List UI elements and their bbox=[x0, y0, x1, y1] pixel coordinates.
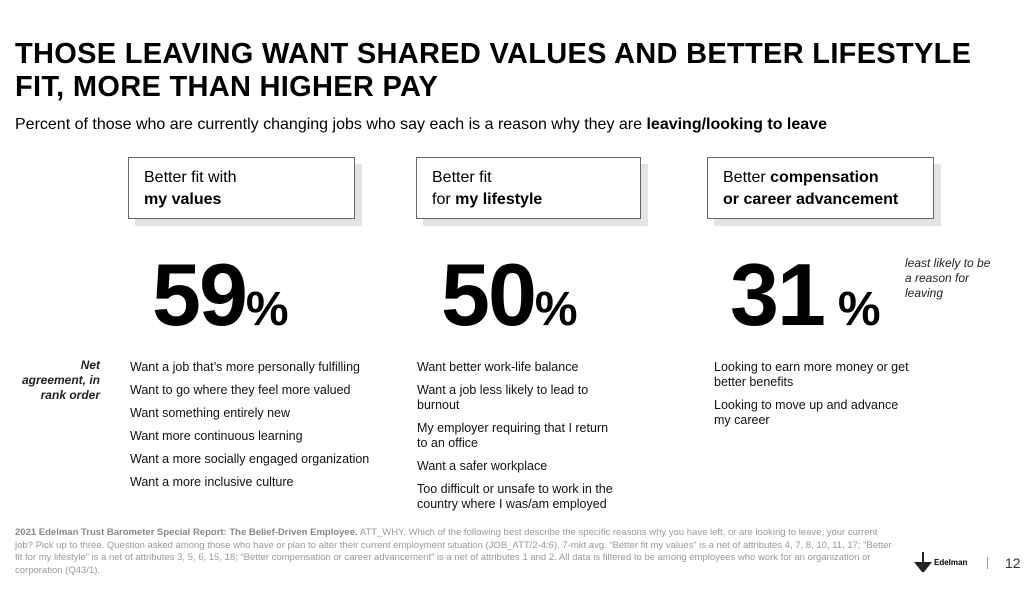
list-item: Want something entirely new bbox=[130, 406, 291, 420]
list-item: Want a job that’s more personally fulfil… bbox=[130, 360, 360, 374]
list-lifestyle: Want better work-life balance Want a job … bbox=[417, 360, 617, 520]
subtitle: Percent of those who are currently chang… bbox=[15, 116, 827, 133]
page-number: 12 bbox=[1005, 555, 1021, 571]
edelman-logo-icon bbox=[914, 552, 932, 572]
page-title: THOSE LEAVING WANT SHARED VALUES AND BET… bbox=[15, 38, 972, 103]
list-item: Looking to earn more money or get better… bbox=[714, 360, 909, 389]
list-item: Want a job less likely to lead to burnou… bbox=[417, 383, 589, 412]
category-box-lifestyle: Better fit for my lifestyle bbox=[416, 157, 641, 219]
footnote: 2021 Edelman Trust Barometer Special Rep… bbox=[15, 527, 892, 576]
least-likely-note: least likely to be a reason for leaving bbox=[905, 256, 991, 300]
divider bbox=[987, 557, 988, 569]
edelman-logo: Edelman bbox=[914, 552, 967, 572]
list-item: Want to go where they feel more valued bbox=[130, 383, 351, 397]
stat-lifestyle: 50% bbox=[441, 245, 578, 344]
list-values: Want a job that’s more personally fulfil… bbox=[130, 360, 380, 498]
list-item: Too difficult or unsafe to work in the c… bbox=[417, 482, 613, 511]
category-box-compensation: Better compensation or career advancement bbox=[707, 157, 934, 219]
list-item: Looking to move up and advance my career bbox=[714, 398, 899, 427]
list-item: Want better work-life balance bbox=[417, 360, 579, 374]
category-box-values: Better fit with my values bbox=[128, 157, 355, 219]
list-item: Want a more socially engaged organizatio… bbox=[130, 452, 370, 466]
list-compensation: Looking to earn more money or get better… bbox=[714, 360, 914, 436]
stat-values: 59% bbox=[152, 245, 289, 344]
list-item: Want a safer workplace bbox=[417, 459, 548, 473]
stat-compensation: 31% bbox=[730, 245, 881, 344]
rank-note: Net agreement, in rank order bbox=[21, 358, 100, 402]
list-item: My employer requiring that I return to a… bbox=[417, 421, 609, 450]
list-item: Want more continuous learning bbox=[130, 429, 303, 443]
list-item: Want a more inclusive culture bbox=[130, 475, 294, 489]
